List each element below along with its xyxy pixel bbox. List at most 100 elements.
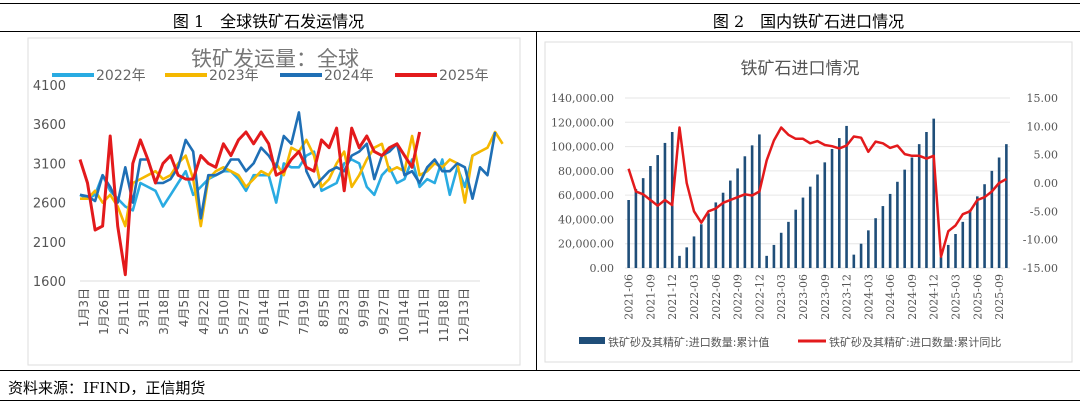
yoy-line — [627, 126, 1008, 258]
x-tick-label: 2023-03 — [775, 274, 788, 320]
figure-2-caption: 图 2 国内铁矿石进口情况 — [712, 12, 905, 31]
x-tick-label: 7月19日 — [297, 288, 311, 335]
legend-label: 2024年 — [324, 68, 374, 84]
x-tick-label: 11月18日 — [437, 288, 451, 343]
header-rule — [0, 31, 1080, 32]
y-right-tick-label: 0.00 — [1034, 177, 1059, 190]
x-tick-label: 3月1日 — [137, 288, 151, 327]
x-tick-label: 2023-06 — [797, 274, 810, 320]
x-tick-label: 4月5日 — [177, 288, 191, 327]
x-tick-label: 6月14日 — [257, 288, 271, 335]
y-tick-label: 2100 — [33, 236, 66, 251]
bar — [997, 157, 1001, 268]
bar — [692, 236, 696, 268]
chart-global-shipments: 铁矿发运量：全球 1600 2100 2600 3100 3600 4100 1月3日 1月26… — [27, 37, 521, 366]
bar — [816, 174, 819, 268]
y-tick-label: 3600 — [33, 118, 66, 133]
bar — [729, 180, 732, 268]
y-left-tick-label: 20,000.00 — [558, 238, 614, 251]
bar — [772, 244, 776, 268]
x-tick-label: 2023-09 — [819, 274, 832, 320]
bar — [961, 221, 965, 268]
y-right-tick-label: 10.00 — [1027, 120, 1059, 133]
x-tick-label: 9月9日 — [357, 288, 371, 327]
bar — [808, 186, 812, 268]
x-tick-label: 2021-12 — [666, 274, 679, 320]
y-left-tick-label: 80,000.00 — [558, 165, 614, 178]
bar — [779, 232, 783, 268]
bar — [896, 181, 899, 268]
x-tick-label: 2025-03 — [950, 274, 963, 320]
x-tick-label: 2021-09 — [644, 274, 657, 320]
y-tick-label: 4100 — [33, 79, 66, 94]
chart-title: 铁矿发运量：全球 — [191, 47, 359, 71]
x-tick-label: 3月18日 — [157, 288, 171, 335]
figure-1-caption: 图 1 全球铁矿石发运情况 — [172, 12, 365, 31]
bar — [801, 197, 805, 268]
x-tick-label: 5月27日 — [237, 288, 251, 335]
x-tick-label: 2022-09 — [732, 274, 745, 320]
x-tick-label: 2024-03 — [862, 274, 875, 320]
bar — [837, 138, 841, 268]
source-note: 资料来源：IFIND，正信期货 — [8, 379, 206, 397]
bar — [1005, 144, 1008, 268]
bar — [859, 243, 863, 268]
chart-frame — [27, 37, 521, 366]
footer-rule — [0, 370, 1080, 371]
y-left-tick-label: 100,000.00 — [551, 141, 614, 154]
bar — [663, 142, 667, 268]
legend-label: 2023年 — [209, 68, 259, 84]
y-left-tick-label: 140,000.00 — [551, 92, 614, 105]
x-tick-label: 12月13日 — [457, 288, 471, 343]
bar — [946, 244, 950, 268]
bar — [758, 134, 761, 268]
x-tick-label: 2025-06 — [971, 274, 984, 320]
bar — [954, 234, 957, 268]
x-tick-label: 2021-06 — [623, 274, 636, 320]
bar — [917, 144, 921, 268]
y-left-tick-label: 0.00 — [590, 262, 615, 275]
bar — [983, 184, 986, 268]
x-tick-label: 2025-09 — [993, 274, 1006, 320]
x-tick-label: 5月10日 — [217, 288, 231, 335]
x-tick-label: 1月3日 — [77, 288, 91, 327]
bar — [867, 230, 870, 268]
bar — [714, 202, 718, 268]
bar — [932, 118, 936, 269]
bar — [830, 149, 834, 268]
bar — [990, 170, 994, 268]
x-tick-label: 2024-06 — [884, 274, 897, 320]
y-tick-label: 2600 — [33, 197, 66, 212]
x-tick-label: 2024-12 — [928, 274, 941, 320]
series-line-2023年 — [80, 130, 504, 228]
x-tick-label: 11月1日 — [417, 288, 431, 335]
x-tick-label: 8月5日 — [317, 288, 331, 327]
bar — [903, 169, 906, 268]
bar — [845, 125, 848, 268]
bar — [852, 254, 856, 268]
chart-title: 铁矿石进口情况 — [741, 59, 860, 79]
x-tick-label: 2月11日 — [117, 288, 131, 335]
y-right-tick-label: 15.00 — [1027, 92, 1059, 105]
bar — [939, 257, 943, 268]
legend-label: 2025年 — [439, 68, 489, 84]
bar — [874, 218, 877, 268]
y-left-tick-label: 40,000.00 — [558, 213, 614, 226]
bar — [736, 168, 739, 268]
x-tick-label: 10月14日 — [397, 288, 411, 343]
y-tick-label: 3100 — [33, 157, 66, 172]
bar — [649, 166, 652, 268]
legend-swatch-bar — [579, 337, 605, 344]
x-tick-label: 7月1日 — [277, 288, 291, 327]
x-tick-label: 2022-12 — [753, 274, 766, 320]
x-tick-label: 2022-06 — [710, 274, 723, 320]
y-left-tick-label: 60,000.00 — [558, 189, 614, 202]
x-tick-label: 2022-03 — [688, 274, 701, 320]
series-line-2025年 — [78, 126, 422, 277]
bar — [634, 189, 638, 268]
bar — [627, 200, 630, 268]
chart-iron-ore-imports: 铁矿石进口情况 0.00 20,000.00 40,000.00 60,000.00 80… — [544, 41, 1073, 363]
bar — [910, 157, 914, 268]
x-tick-label: 9月27日 — [377, 288, 391, 335]
bar — [968, 209, 972, 268]
